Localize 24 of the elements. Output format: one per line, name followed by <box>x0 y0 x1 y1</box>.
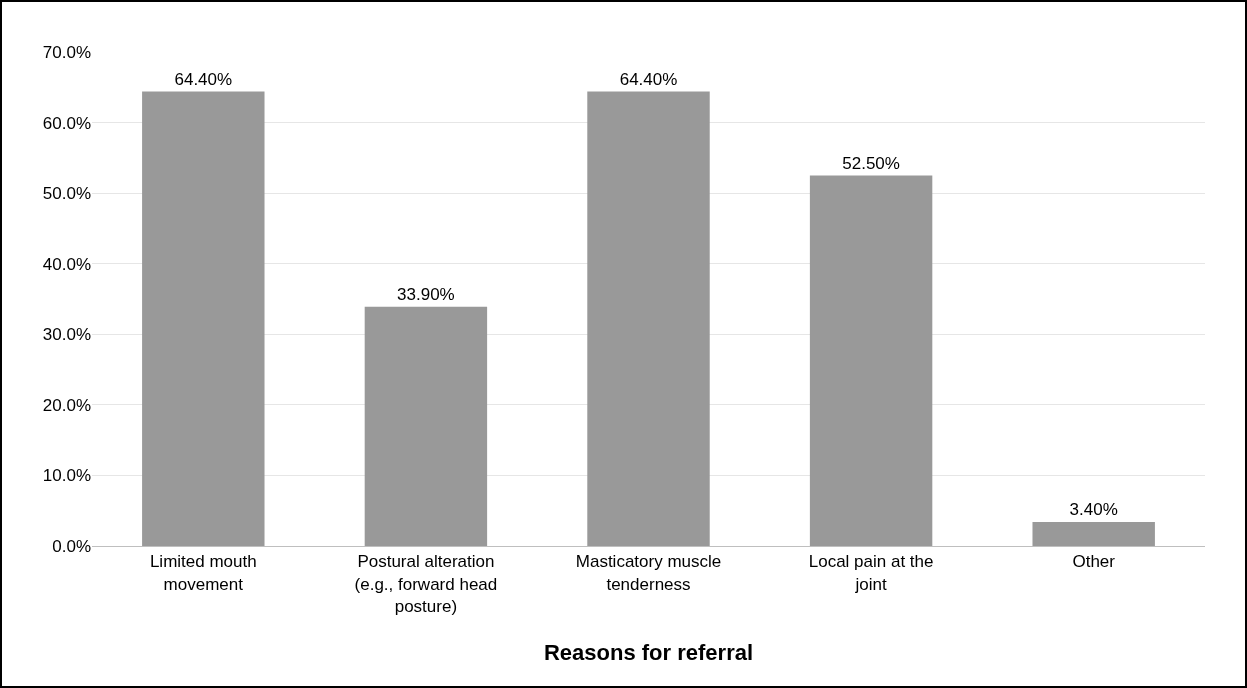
data-label: 33.90% <box>397 284 455 304</box>
x-tick-label: Other <box>1072 552 1116 572</box>
data-label: 64.40% <box>174 69 233 89</box>
data-label: 3.40% <box>1069 500 1118 520</box>
bar <box>1032 522 1155 546</box>
y-tick-label: 70.0% <box>42 42 91 62</box>
y-tick-label: 10.0% <box>42 466 91 486</box>
y-tick-label: 50.0% <box>42 184 91 204</box>
x-tick-label: Masticatory muscle tenderness <box>575 552 722 594</box>
data-label: 64.40% <box>619 69 678 89</box>
bar <box>587 91 710 546</box>
x-tick-label: Postural alteration (e.g., forward head posture) <box>354 552 498 616</box>
bar <box>364 306 488 546</box>
y-tick-label: 20.0% <box>42 395 91 415</box>
y-tick-label: 0.0% <box>52 536 91 556</box>
y-tick-label: 30.0% <box>42 325 91 345</box>
x-axis-title: Reasons for referral <box>543 640 754 666</box>
y-tick-label: 40.0% <box>42 254 91 274</box>
data-label: 52.50% <box>842 153 900 173</box>
x-tick-label: Local pain at the joint <box>808 552 934 594</box>
bar <box>142 91 265 546</box>
y-tick-label: 60.0% <box>42 113 91 133</box>
x-tick-label: Limited mouth movement <box>149 552 257 594</box>
bar <box>809 175 933 546</box>
